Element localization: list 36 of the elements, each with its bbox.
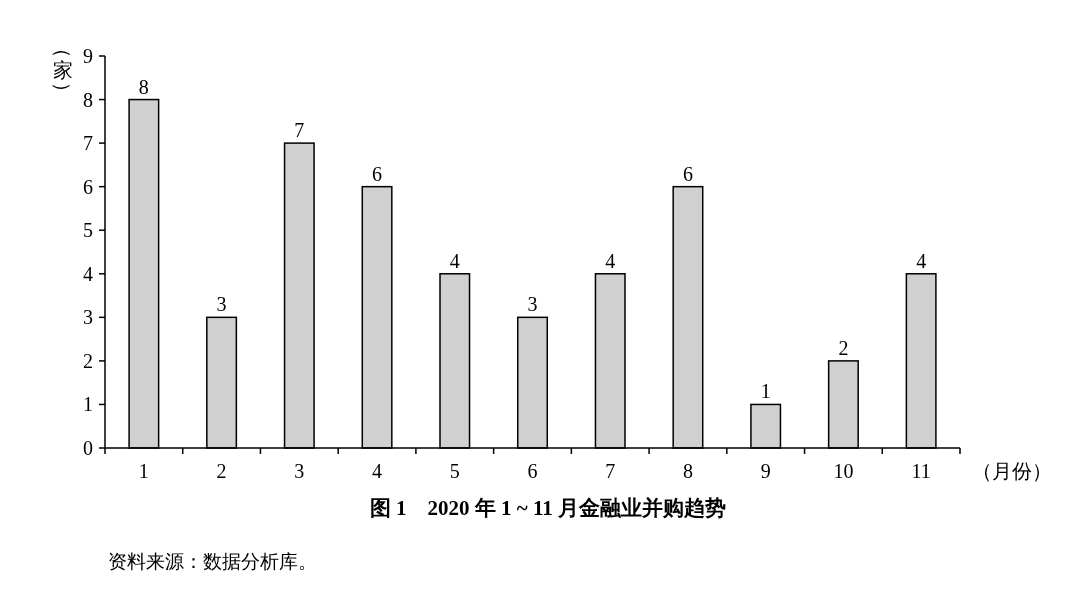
data-label: 1: [760, 380, 771, 403]
x-tick-label: 10: [833, 460, 854, 482]
data-label: 4: [916, 249, 927, 272]
x-tick-label: 3: [294, 460, 305, 482]
y-tick-label: 5: [83, 219, 93, 242]
y-tick-label: 1: [83, 393, 93, 416]
x-tick-label: 9: [760, 460, 771, 482]
x-tick-label: 6: [527, 460, 538, 482]
data-label: 8: [138, 75, 149, 98]
data-label: 6: [372, 162, 383, 185]
data-label: 2: [838, 336, 849, 359]
x-tick-label: 4: [372, 460, 383, 482]
x-tick-label: 7: [605, 460, 616, 482]
data-label: 6: [682, 162, 693, 185]
y-tick-label: 2: [83, 349, 93, 372]
data-label: 4: [605, 249, 616, 272]
y-tick-label: 6: [83, 175, 93, 198]
y-tick-label: 3: [83, 306, 93, 329]
data-label: 3: [216, 293, 227, 316]
x-tick-label: 11: [911, 460, 931, 482]
text: 资料来源：数据分析库。: [108, 551, 317, 572]
x-axis-title: （月份）: [972, 460, 1052, 482]
y-tick-label: 0: [83, 437, 93, 459]
data-label: 7: [294, 119, 305, 142]
y-tick-label: 9: [83, 45, 93, 67]
x-tick-label: 1: [138, 460, 149, 482]
text: 图 1 2020 年 1 ~ 11 月金融业并购趋势: [369, 496, 727, 520]
y-tick-label: 8: [83, 88, 93, 111]
y-axis-title: （家）: [52, 38, 74, 102]
data-label: 3: [527, 293, 538, 316]
x-tick-label: 5: [449, 460, 460, 482]
x-tick-label: 2: [216, 460, 227, 482]
x-tick-label: 8: [682, 460, 693, 482]
data-label: 4: [449, 249, 460, 272]
y-tick-label: 7: [83, 132, 93, 155]
y-tick-label: 4: [83, 262, 93, 285]
